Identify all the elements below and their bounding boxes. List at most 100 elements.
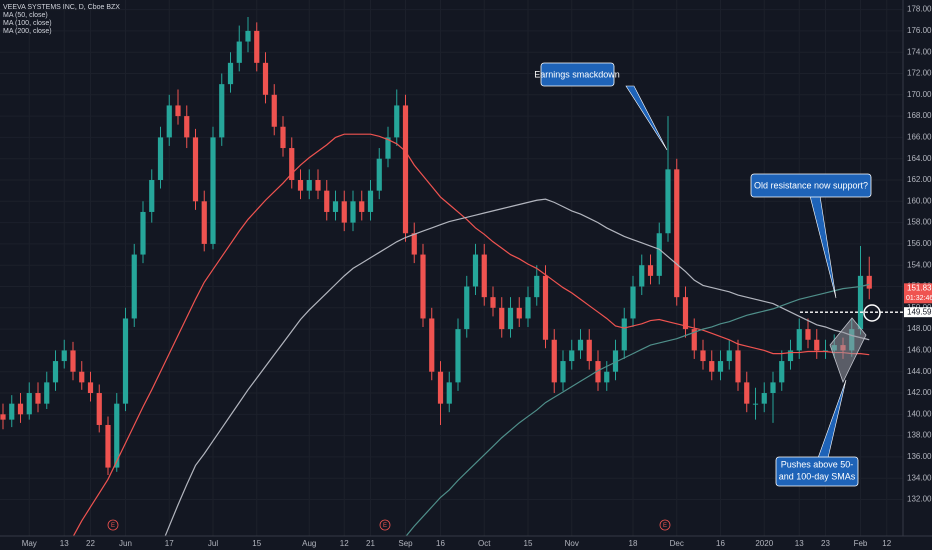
x-tick-label: 16 (436, 539, 445, 548)
candle-body (359, 201, 365, 212)
legend: VEEVA SYSTEMS INC, D, Cboe BZX MA (50, c… (3, 4, 120, 35)
candle-body (61, 350, 67, 362)
candle-body (201, 201, 207, 244)
x-tick-label: 21 (366, 539, 375, 548)
candle-body (376, 158, 382, 191)
chart-title: VEEVA SYSTEMS INC, D, Cboe BZX (3, 4, 120, 11)
candle-body (604, 371, 610, 383)
candle-body (262, 62, 269, 95)
earnings-label: E (663, 523, 667, 529)
candle-body (236, 41, 242, 63)
candle-body (569, 350, 575, 362)
y-tick-label: 142.00 (907, 388, 932, 397)
x-tick-label: 12 (882, 539, 891, 548)
candle-body (647, 265, 654, 276)
candle-body (175, 105, 181, 117)
candle-body (744, 382, 750, 404)
candle-body (665, 169, 671, 234)
x-tick-label: 15 (524, 539, 533, 548)
candle-body (332, 201, 339, 212)
earnings-label: E (383, 523, 387, 529)
earnings-label: E (111, 523, 115, 529)
candle-body (857, 275, 864, 330)
candle-body (770, 382, 776, 394)
candle-body (682, 297, 689, 330)
candle-body (385, 137, 391, 159)
candle-body (315, 180, 321, 191)
level-label-bg (904, 307, 932, 318)
candle-body (796, 329, 802, 351)
candle-body (79, 371, 85, 383)
ma-line (405, 283, 870, 536)
candle-body (271, 94, 277, 127)
x-tick-label: Oct (478, 539, 491, 548)
candle-body (656, 233, 662, 276)
candle-body (87, 382, 94, 394)
y-tick-label: 138.00 (907, 431, 932, 440)
last-price-bg (904, 283, 932, 304)
candle-body (534, 275, 540, 298)
candle-body (367, 190, 374, 212)
legend-entry: MA (50, close) (3, 12, 48, 19)
candle-body (350, 201, 356, 223)
candle-body (779, 361, 785, 383)
x-tick-label: May (22, 539, 37, 548)
y-tick-label: 162.00 (907, 175, 932, 184)
x-tick-label: Jul (208, 539, 218, 548)
x-tick-label: 15 (252, 539, 261, 548)
y-tick-label: 140.00 (907, 409, 932, 418)
candle-body (490, 297, 496, 308)
callout-box (540, 62, 615, 87)
x-tick-label: Feb (854, 539, 868, 548)
y-tick-label: 158.00 (907, 218, 932, 227)
candle-body (411, 233, 417, 255)
candle-body (691, 329, 697, 351)
shaded-zone (829, 317, 867, 384)
candle-body (507, 307, 514, 330)
candle-body (254, 30, 260, 63)
candle-body (70, 350, 76, 372)
candle-body (306, 180, 312, 191)
x-tick-label: 2020 (755, 539, 773, 548)
candle-body (9, 403, 15, 420)
y-tick-label: 178.00 (907, 5, 932, 14)
candle-body (219, 84, 225, 138)
x-tick-label: 12 (340, 539, 349, 548)
candle-body (455, 329, 461, 383)
earnings-marker: E (107, 519, 119, 531)
x-tick-label: Sep (398, 539, 413, 548)
y-tick-label: 148.00 (907, 324, 932, 333)
last-price-label: 151.83 (907, 283, 932, 292)
x-tick-label: Aug (302, 539, 316, 548)
x-tick-label: 22 (86, 539, 95, 548)
candle-body (105, 424, 111, 468)
y-tick-label: 132.00 (907, 495, 932, 504)
candle-body (114, 403, 120, 468)
annotation-text: and 100-day SMAs (779, 471, 856, 481)
countdown-label: 01:32:46 (906, 295, 932, 302)
candle-body (560, 361, 566, 383)
candle-body (586, 339, 592, 362)
ma-line (72, 133, 870, 536)
legend-entry: MA (200, close) (3, 28, 52, 35)
candle-body (472, 254, 479, 287)
candle-body (787, 350, 794, 362)
candle-body (516, 307, 522, 319)
level-label: 149.59 (907, 307, 932, 316)
y-tick-label: 146.00 (907, 346, 932, 355)
callout-pointer (625, 85, 668, 151)
candle-body (122, 318, 129, 404)
candle-body (192, 137, 199, 202)
x-tick-label: 18 (629, 539, 638, 548)
candle-body (866, 275, 872, 289)
candle-body (184, 116, 190, 138)
candle-body (227, 62, 234, 85)
candle-body (166, 105, 172, 138)
candle-body (814, 339, 820, 351)
annotation-text: Earnings smackdown (534, 69, 620, 79)
x-tick-label: 13 (795, 539, 804, 548)
candle-body (639, 265, 645, 287)
y-tick-label: 136.00 (907, 452, 932, 461)
annotations: Earnings smackdown Old resistance now su… (107, 62, 903, 531)
x-tick-label: Dec (670, 539, 684, 548)
